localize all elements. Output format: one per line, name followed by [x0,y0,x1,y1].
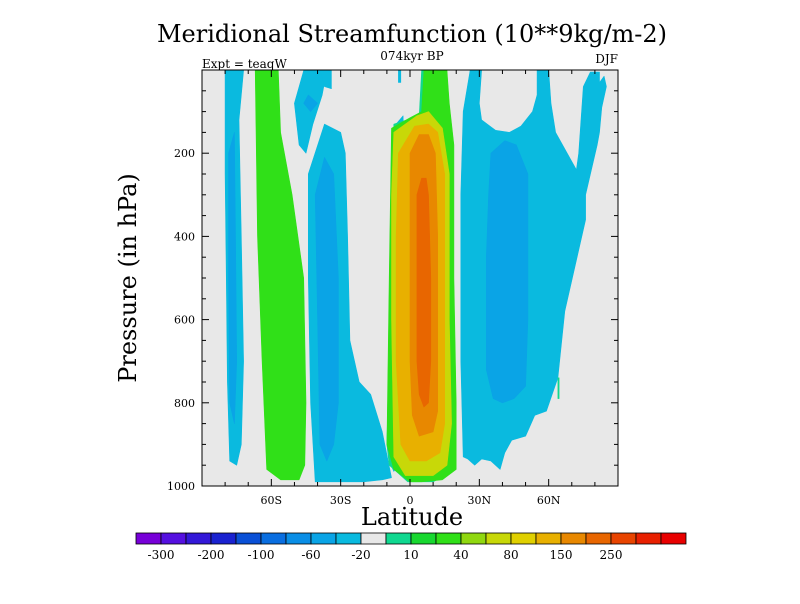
x-tick-label-0: 0 [407,494,414,507]
colorbar-box-7 [310,532,337,545]
y-axis-title: Pressure (in hPa) [114,173,142,383]
y-axis: 200 400 600 800 1000 [167,90,618,493]
colorbar-label-6: 40 [453,548,468,562]
colorbar-box-5 [260,532,287,545]
colorbar-box-15 [510,532,537,545]
colorbar-box-8 [335,532,362,545]
colorbar-label-3: -60 [301,548,320,562]
contour-region-8 [398,70,402,83]
colorbar-box-20 [635,532,662,545]
contour-region-5 [303,94,318,112]
colorbar-box-11 [410,532,437,545]
x-tick-label-60S: 60S [261,494,283,507]
y-tick-label-200: 200 [174,147,195,160]
contour-region-15 [416,177,432,408]
contour-fills [224,70,607,483]
contour-region-7 [314,157,339,462]
colorbar-box-10 [385,532,412,545]
colorbar-label-0: -300 [148,548,175,562]
colorbar-box-21 [660,532,687,545]
x-axis: 60S 30S 0 30N 60N [224,70,596,507]
colorbar-box-17 [560,532,587,545]
colorbar-box-2 [185,532,212,545]
x-axis-title: Latitude [361,503,463,531]
contour-region-2 [254,70,307,481]
y-tick-label-1000: 1000 [167,480,195,493]
colorbar-box-9 [360,532,387,545]
colorbar-box-16 [535,532,562,545]
colorbar-box-4 [235,532,262,545]
colorbar-label-5: 10 [403,548,418,562]
plot-area: 200 400 600 800 1000 60S 30S 0 30N 60N [167,69,619,507]
colorbar-box-0 [135,532,162,545]
y-tick-label-600: 600 [174,314,195,327]
x-tick-label-30S: 30S [330,494,352,507]
colorbar-label-9: 250 [600,548,623,562]
chart-subtitle-right: DJF [595,52,618,66]
contour-region-1 [228,132,237,424]
colorbar-box-6 [285,532,312,545]
colorbar: -300 -200 -100 -60 -20 10 40 80 150 250 [135,532,687,562]
colorbar-box-19 [610,532,637,545]
colorbar-label-2: -100 [248,548,275,562]
contour-region-18 [557,377,560,399]
colorbar-box-12 [435,532,462,545]
chart-subtitle-center: 074kyr BP [380,49,443,63]
colorbar-box-18 [585,532,612,545]
colorbar-box-3 [210,532,237,545]
y-tick-label-400: 400 [174,230,195,243]
x-tick-label-60N: 60N [537,494,561,507]
colorbar-label-7: 80 [503,548,518,562]
colorbar-box-14 [485,532,512,545]
chart-subtitle-left: Expt = teaqW [202,57,287,71]
colorbar-label-4: -20 [351,548,370,562]
chart-title: Meridional Streamfunction (10**9kg/m-2) [157,20,667,48]
colorbar-box-1 [160,532,187,545]
colorbar-box-13 [460,532,487,545]
y-tick-label-800: 800 [174,397,195,410]
x-tick-label-30N: 30N [468,494,492,507]
contour-region-17 [485,140,529,404]
colorbar-label-1: -200 [198,548,225,562]
colorbar-label-8: 150 [550,548,573,562]
